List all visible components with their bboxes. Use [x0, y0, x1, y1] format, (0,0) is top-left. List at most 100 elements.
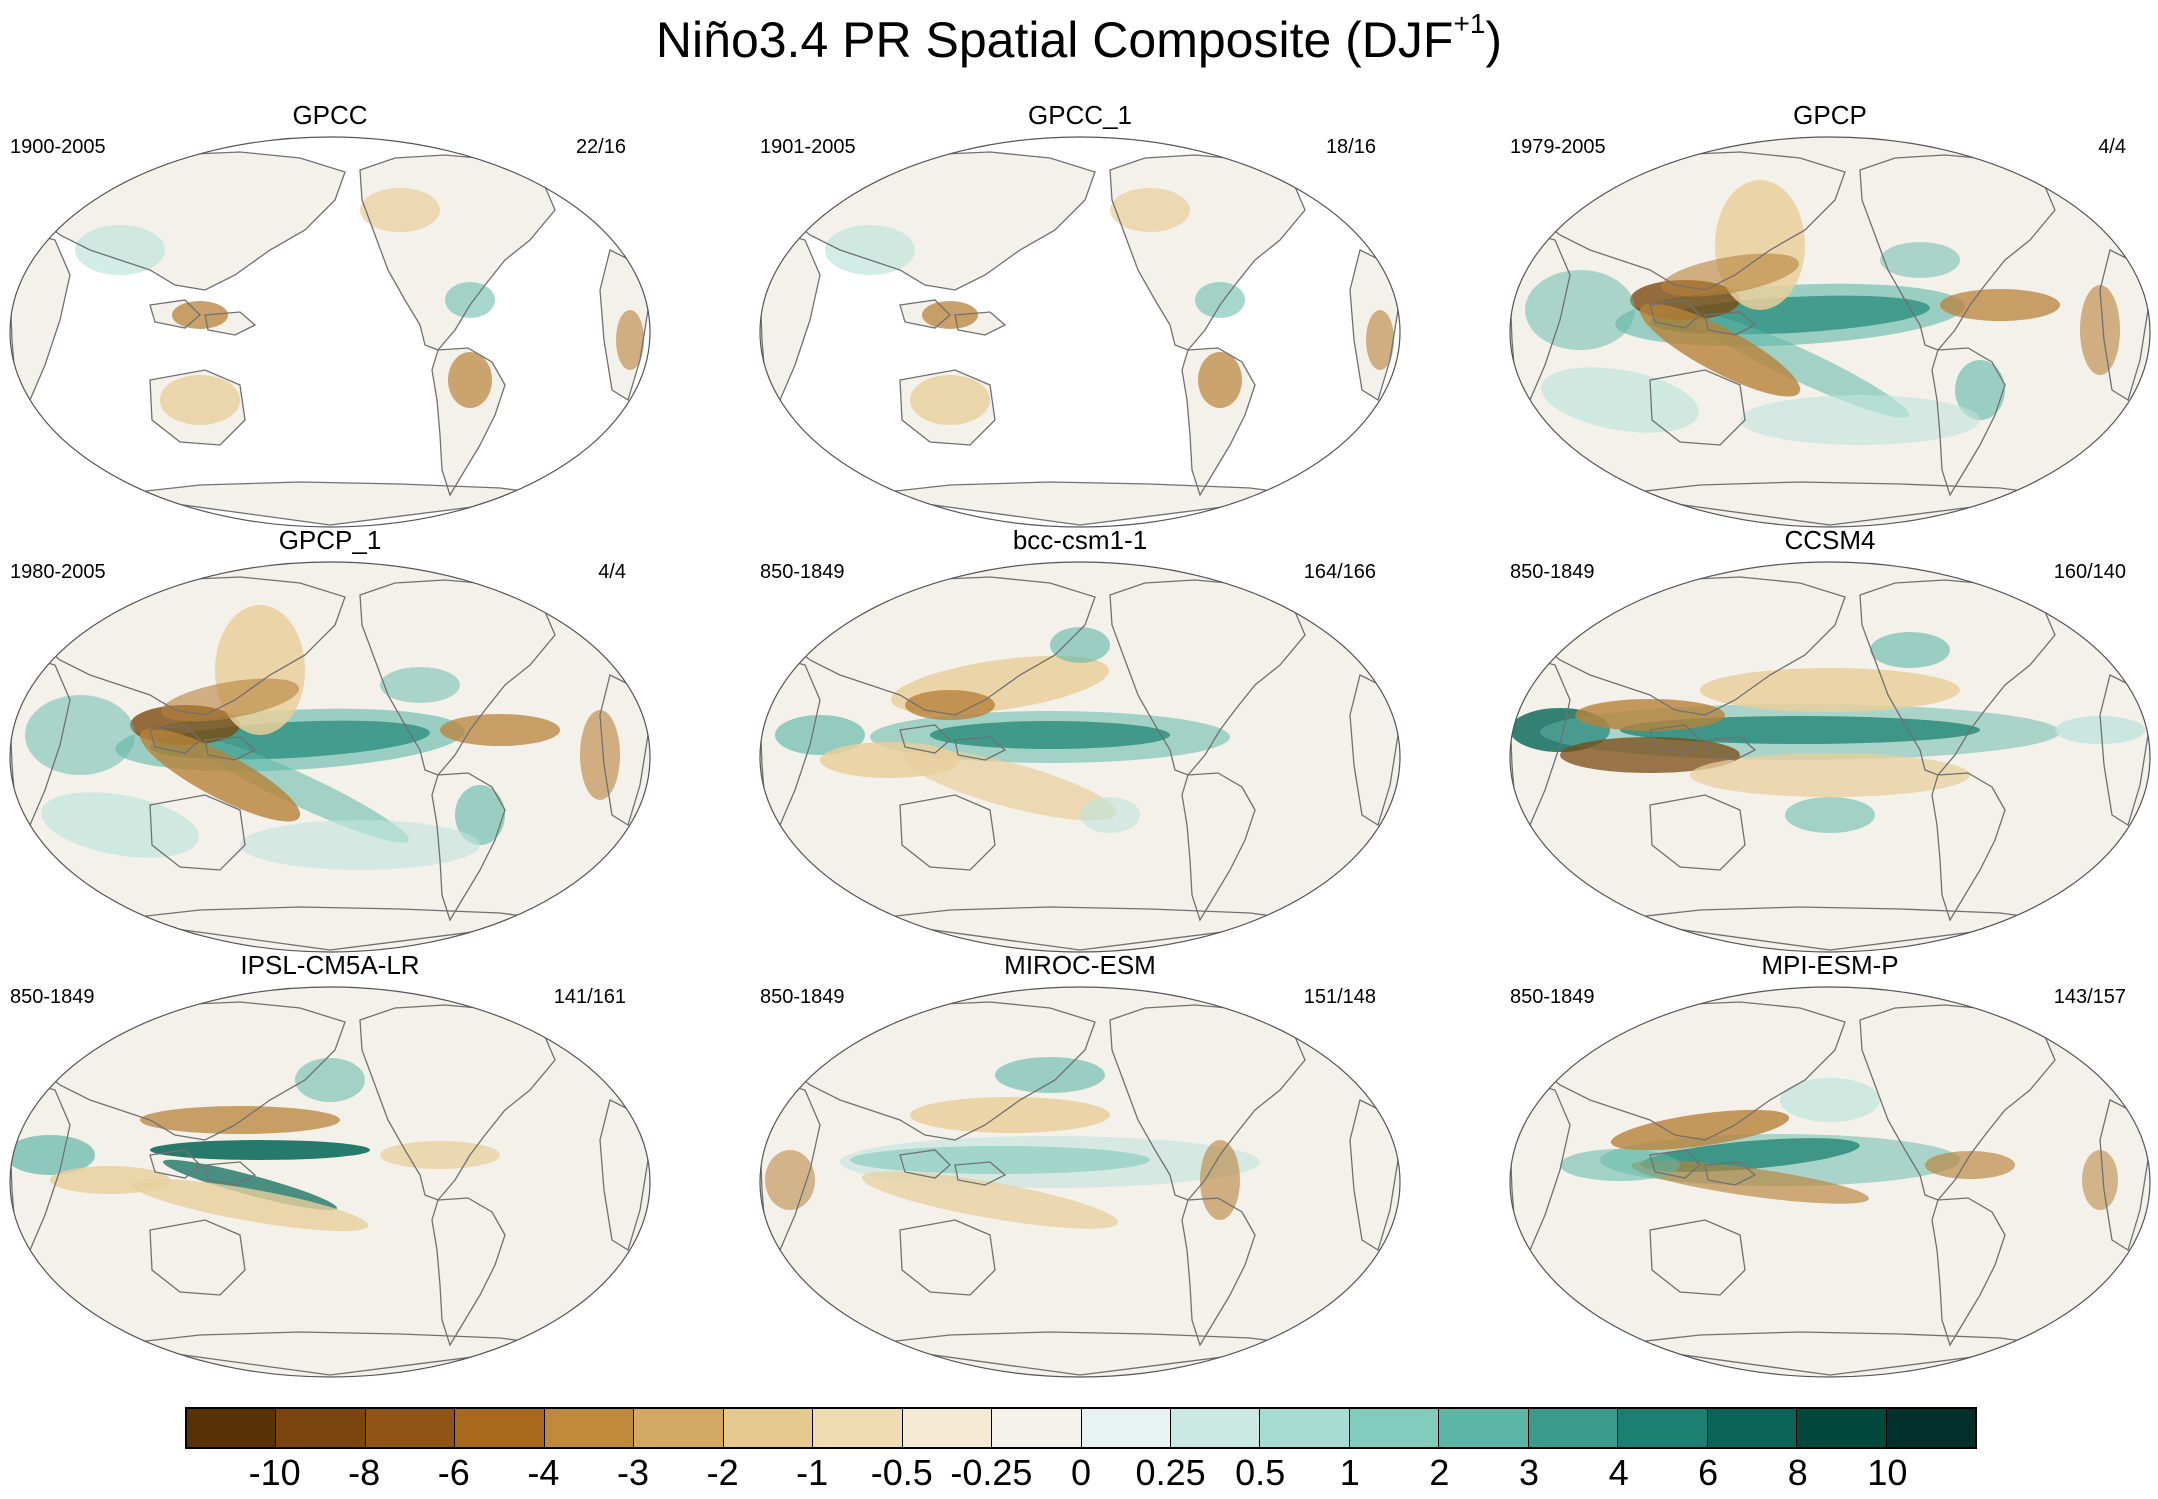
colorbar-swatch: [1170, 1409, 1261, 1447]
colorbar-tick-label: 10: [1867, 1452, 1908, 1493]
map-border: [759, 561, 1401, 953]
panel-title: GPCP: [1793, 100, 1867, 130]
panel-period: 850-1849: [760, 561, 845, 583]
map-border: [759, 136, 1401, 528]
colorbar-swatch: [992, 1409, 1082, 1447]
land-antarctica: [859, 481, 1311, 526]
precip-anomaly-field: [25, 605, 620, 870]
colorbar-tick-label: -4: [527, 1452, 560, 1493]
map-border: [1509, 986, 2151, 1378]
colorbar-swatch: [187, 1409, 277, 1447]
land-antarctica: [109, 1331, 561, 1376]
land-eurasia: [34, 1001, 346, 1141]
map-border: [9, 561, 651, 953]
land-australia: [149, 1219, 246, 1296]
colorbar-tick-label: 2: [1429, 1452, 1450, 1493]
land-south-america: [431, 347, 506, 497]
land-australia: [899, 1219, 996, 1296]
land-south-america: [431, 772, 506, 922]
land-maritime-1: [1649, 299, 1701, 329]
panel-period: 850-1849: [760, 986, 845, 1008]
colorbar-swatch: [723, 1409, 814, 1447]
colorbar-tick-label: 8: [1787, 1452, 1808, 1493]
land-south-america: [1931, 1197, 2006, 1347]
panel-title: MPI-ESM-P: [1761, 950, 1899, 980]
land-australia: [1649, 794, 1746, 871]
panel-event-counts: 164/166: [1303, 561, 1376, 583]
panel-period: 1901-2005: [760, 136, 856, 158]
land-australia: [899, 369, 996, 446]
land-eurasia: [784, 151, 1096, 291]
map-panel: MPI-ESM-P 850-1849 143/157: [1500, 950, 2158, 1378]
land-antarctica: [109, 481, 561, 526]
panel-period: 1900-2005: [10, 136, 106, 158]
panel-title: GPCP_1: [278, 525, 382, 555]
map-svg: [1509, 561, 2151, 953]
panel-event-counts: 141/161: [553, 986, 626, 1008]
land-australia: [149, 369, 246, 446]
land-australia: [1649, 369, 1746, 446]
colorbar-tick-label: -3: [616, 1452, 650, 1493]
map-svg: [759, 561, 1401, 953]
map-border: [1509, 136, 2151, 528]
land-australia: [1649, 1219, 1746, 1296]
panel-title: GPCC_1: [1027, 100, 1133, 130]
land-greenland: [2039, 137, 2091, 181]
colorbar-tick-label: -2: [706, 1452, 739, 1493]
land-maritime-2: [954, 1161, 1007, 1186]
land-maritime-2: [1704, 736, 1757, 761]
colorbar-tick-label: 4: [1608, 1452, 1629, 1493]
panel-title: GPCC: [292, 100, 368, 130]
land-maritime-2: [204, 311, 257, 336]
panel-event-counts: 160/140: [2053, 561, 2126, 583]
precip-anomaly-field: [1525, 180, 2120, 445]
colorbar-tick-label: -6: [437, 1452, 470, 1493]
colorbar-labels: -10 -8 -6 -4 -3 -2 -1 -0.5 -0.25 0 0.25 0.5 1 2 3 4 6 8 10: [0, 1452, 2158, 1498]
map-svg: [9, 986, 651, 1378]
panel-period: 850-1849: [10, 986, 95, 1008]
panel-title: CCSM4: [1784, 525, 1876, 555]
colorbar-swatch: [1081, 1409, 1171, 1447]
colorbar-tick-label: -10: [248, 1452, 301, 1493]
land-maritime-1: [149, 299, 201, 329]
land-eurasia: [1534, 151, 1846, 291]
panel-title: IPSL-CM5A-LR: [240, 950, 420, 980]
panel-title: bcc-csm1-1: [1012, 525, 1148, 555]
coastlines: [10, 137, 649, 526]
land-maritime-1: [1649, 1149, 1701, 1179]
map-panel: bcc-csm1-1 850-1849 164/166: [750, 525, 1410, 953]
land-australia: [899, 794, 996, 871]
land-maritime-1: [899, 299, 951, 329]
map-svg: [9, 136, 651, 528]
land-eurasia: [34, 576, 346, 716]
land-maritime-1: [149, 724, 201, 754]
land-antarctica: [859, 1331, 1311, 1376]
precip-anomaly-field: [775, 627, 1230, 833]
colorbar-tick-label: -8: [348, 1452, 381, 1493]
colorbar-tick-label: 0.25: [1135, 1452, 1206, 1493]
colorbar-swatch: [813, 1409, 903, 1447]
panel-period: 1980-2005: [10, 561, 106, 583]
colorbar-tick-label: -1: [796, 1452, 829, 1493]
map-svg: [759, 136, 1401, 528]
map-svg: [1509, 986, 2151, 1378]
map-panel: MIROC-ESM 850-1849 151/148: [750, 950, 1410, 1378]
land-antarctica: [1609, 906, 2061, 951]
colorbar-swatch: [1707, 1409, 1798, 1447]
land-eurasia: [784, 1001, 1096, 1141]
panel-title: MIROC-ESM: [1004, 950, 1156, 980]
panel-event-counts: 4/4: [598, 561, 626, 583]
map-border: [1509, 561, 2151, 953]
map-svg: [9, 561, 651, 953]
land-antarctica: [109, 906, 561, 951]
map-panel: CCSM4 850-1849 160/140: [1500, 525, 2158, 953]
land-greenland: [539, 562, 591, 606]
figure-title: Niño3.4 PR Spatial Composite (DJF+1): [655, 8, 1503, 68]
land-maritime-2: [1704, 1161, 1757, 1186]
land-maritime-2: [204, 736, 257, 761]
panel-event-counts: 4/4: [2098, 136, 2126, 158]
colorbar-tick-label: 0: [1070, 1452, 1092, 1493]
coastlines: [760, 987, 1399, 1376]
land-maritime-1: [899, 724, 951, 754]
land-south-america: [1181, 347, 1256, 497]
